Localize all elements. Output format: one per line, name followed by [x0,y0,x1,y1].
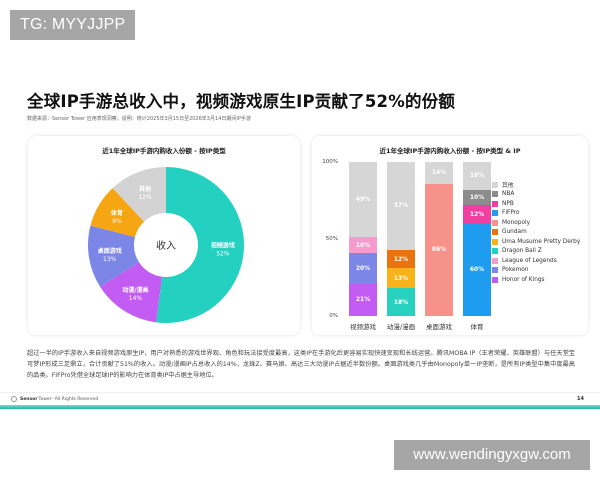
donut-slice-label: 视频游戏 [211,242,235,250]
bar-segment: 18% [387,288,415,316]
legend-label: Dragon Ball Z [502,248,542,255]
donut-slice-value: 9% [112,218,122,225]
stacked-bar-chart: 100% 50% 0% 21% 20% 10% 49% 视频游戏 18% 13% 12% 57%… [312,136,588,335]
legend-swatch-icon [492,238,498,245]
bar-segment: 20% [349,252,377,284]
footer-accent-bar [0,405,600,409]
stacked-bar: 18% 13% 12% 57% [387,162,415,316]
legend-item: League of Legends [492,256,580,266]
legend-item: FIFPro [492,209,580,219]
legend-swatch-icon [492,257,498,264]
legend-label: NPB [502,200,514,207]
legend-label: Honor of Kings [502,276,545,283]
legend-swatch-icon [492,219,498,226]
legend-item: Uma Musume Pretty Derby [492,237,580,247]
legend-item: Dragon Ball Z [492,247,580,257]
donut-slice-label: 桌面游戏 [98,247,122,255]
legend-swatch-icon [492,267,498,274]
y-tick-50: 50% [325,236,338,242]
legend-item: Pokemon [492,266,580,276]
legend-label: League of Legends [502,257,557,264]
watermark-top: TG: MYYJJPP [10,10,135,40]
x-axis-label: 体育 [470,323,484,331]
bar-segment: 14% [425,162,453,184]
y-tick-100: 100% [322,159,338,165]
stacked-bar: 86% 14% [425,162,453,316]
footer-brand-rest: Tower [38,396,52,402]
donut-slice-value: 12% [138,194,152,201]
legend-item: NPB [492,199,580,209]
footer-brand: Sensor Tower - All Rights Reserved [11,396,98,402]
bar-segment: 13% [387,268,415,289]
donut-slice [90,188,145,238]
donut-slice-value: 14% [129,295,143,302]
bar-chart-title: 近1年全球IP手游内购收入份额 - 按IP类型 & IP [379,147,521,155]
donut-slice-value: 13% [103,256,117,263]
legend-swatch-icon [492,229,498,236]
data-source-note: 数据来源：Sensor Tower 应用表现洞察。说明：统计2025年3月15日… [27,116,251,122]
legend-label: Monopoly [502,219,531,226]
bar-segment: 12% [463,205,491,224]
bar-segment: 12% [387,249,415,269]
watermark-bottom: www.wendingyxgw.com [394,440,590,470]
donut-slice [156,167,244,323]
bar-chart-card: 近1年全球IP手游内购收入份额 - 按IP类型 & IP 100% 50% 0%… [312,136,588,335]
bar-segment: 18% [463,162,491,190]
donut-slice-value: 52% [216,251,230,258]
bar-chart-legend: 其他 NBA NPB FIFPro Monopoly Gundam Uma Musume P… [492,180,580,285]
bar-segment: 49% [349,162,377,238]
x-axis-label: 动漫/漫画 [386,323,416,331]
legend-label: NBA [502,191,515,198]
legend-swatch-icon [492,276,498,283]
x-axis-label: 桌面游戏 [426,323,452,331]
stacked-bar: 21% 20% 10% 49% [349,162,377,316]
donut-slice-label: 动漫/漫画 [122,286,148,294]
bar-segment: 10% [463,189,491,206]
legend-swatch-icon [492,210,498,217]
legend-item: Gundam [492,228,580,238]
legend-item: Honor of Kings [492,275,580,285]
legend-label: Pokemon [502,267,529,274]
page-title: 全球IP手游总收入中，视频游戏原生IP贡献了52%的份额 [27,92,456,111]
legend-label: Gundam [502,229,527,236]
sensortower-logo-icon [11,396,17,402]
legend-swatch-icon [492,248,498,255]
analysis-paragraph: 超过一半的IP手游收入来自视频游戏原生IP，用户对熟悉的游戏世界观、角色和玩法接… [27,350,575,379]
legend-label: FIFPro [502,210,520,217]
footer-divider [0,392,600,393]
legend-item: 其他 [492,180,580,190]
legend-label: 其他 [502,183,514,190]
bar-segment: 21% [349,283,377,316]
legend-item: NBA [492,190,580,200]
legend-label: Uma Musume Pretty Derby [502,238,581,245]
legend-swatch-icon [492,191,498,198]
legend-item: Monopoly [492,218,580,228]
footer-brand-bold: Sensor [20,396,38,402]
donut-slice [112,167,166,222]
legend-swatch-icon [492,200,498,207]
bar-segment: 60% [463,223,491,316]
donut-center-label: 收入 [156,239,176,252]
page-number: 14 [577,396,584,402]
stacked-bar: 60% 12% 10% 18% [463,162,491,316]
bar-segment: 10% [349,237,377,253]
x-axis-label: 视频游戏 [350,323,376,331]
donut-slice-label: 体育 [111,209,123,217]
bar-segment: 57% [387,162,415,250]
donut-chart-card: 近1年全球IP手游内购收入份额 - 按IP类型 视频游戏 52% 动漫/漫画 14% 桌… [28,136,300,335]
y-tick-0: 0% [329,313,338,319]
footer-rights: - All Rights Reserved [51,396,99,402]
donut-slice [88,225,139,287]
bar-segment: 86% [425,183,453,316]
donut-chart-title: 近1年全球IP手游内购收入份额 - 按IP类型 [102,147,226,155]
donut-slice-label: 其他 [139,185,151,193]
donut-slice [100,262,162,323]
legend-swatch-icon [492,181,498,188]
